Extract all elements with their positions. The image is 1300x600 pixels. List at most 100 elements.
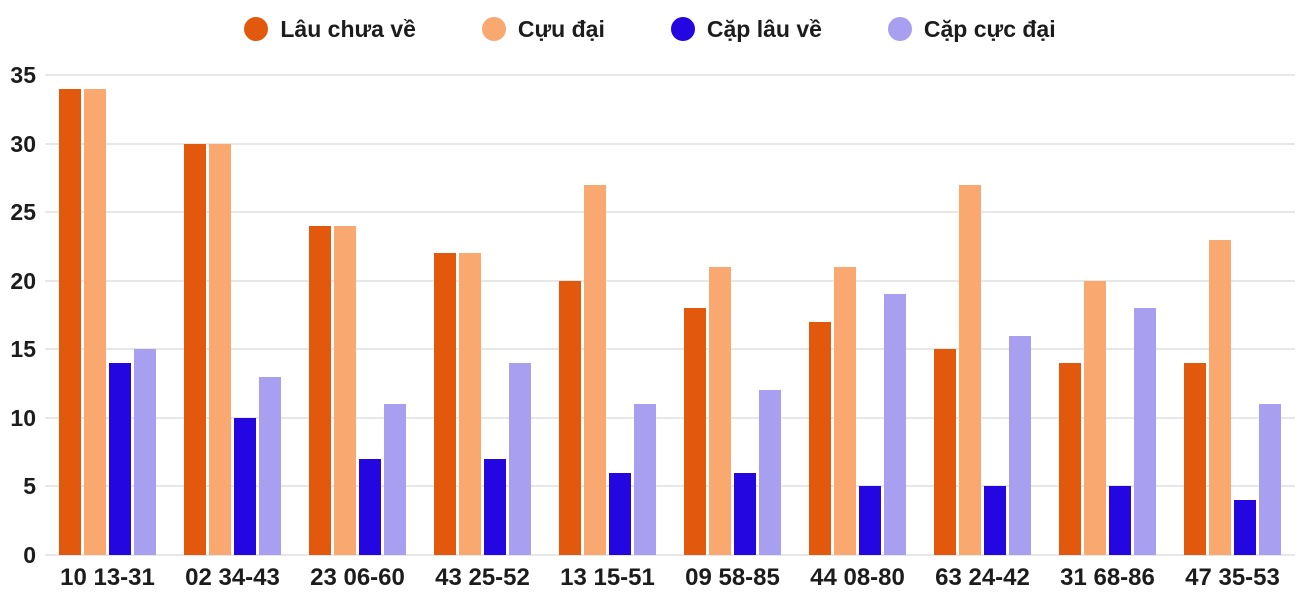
x-axis-label: 31 68-86 [1060, 563, 1155, 591]
bar [984, 486, 1006, 555]
legend-label: Cặp lâu về [706, 15, 822, 42]
bar [934, 349, 956, 555]
y-axis-label: 10 [10, 404, 36, 431]
y-axis-label: 15 [10, 336, 36, 363]
bar [634, 404, 656, 555]
bar [684, 308, 706, 555]
y-axis-label: 25 [10, 199, 36, 226]
bar [834, 267, 856, 555]
legend-item[interactable]: Cặp lâu về [670, 15, 822, 43]
gridline [45, 211, 1295, 214]
bar [1109, 486, 1131, 555]
grid-layer [45, 74, 1295, 556]
legend-label: Lâu chưa về [280, 15, 416, 42]
bar [609, 472, 631, 555]
bar [734, 472, 756, 555]
bar [809, 321, 831, 555]
x-axis-label: 44 08-80 [810, 563, 905, 591]
bar [309, 225, 331, 555]
gridline [45, 348, 1295, 351]
bar-group: 09 58-85 [684, 75, 781, 600]
legend-label: Cựu đại [517, 15, 605, 42]
bar [1259, 404, 1281, 555]
bar-group: 31 68-86 [1059, 75, 1156, 600]
gridline [45, 554, 1295, 556]
bars-row [184, 75, 281, 555]
bar [259, 376, 281, 555]
gridline [45, 416, 1295, 419]
bars-row [309, 75, 406, 555]
bar [559, 280, 581, 555]
bar [484, 459, 506, 555]
bar-group: 47 35-53 [1184, 75, 1281, 600]
x-axis-label: 02 34-43 [185, 563, 280, 591]
bar [334, 225, 356, 555]
bar [1234, 500, 1256, 555]
legend-label: Cặp cực đại [923, 15, 1056, 42]
bar-groups: 10 13-31 02 34-43 23 06-60 43 25-52 13 15-51… [45, 75, 1295, 600]
y-axis-label: 30 [10, 130, 36, 157]
legend-swatch-icon [670, 17, 695, 41]
gridline [45, 279, 1295, 282]
bar [359, 459, 381, 555]
bar [384, 404, 406, 555]
gridline [45, 485, 1295, 488]
legend-swatch-icon [887, 17, 912, 41]
bar [709, 267, 731, 555]
y-axis-label: 5 [23, 473, 36, 500]
bar [1009, 335, 1031, 555]
bar-group: 44 08-80 [809, 75, 906, 600]
bar-group: 43 25-52 [434, 75, 531, 600]
legend-swatch-icon [244, 17, 269, 41]
bars-row [59, 75, 156, 555]
bar [859, 486, 881, 555]
bar-group: 02 34-43 [184, 75, 281, 600]
legend: Lâu chưa về Cựu đại Cặp lâu về Cặp cực đại [0, 8, 1300, 50]
legend-swatch-icon [481, 17, 506, 41]
bar [434, 253, 456, 555]
bar [1134, 308, 1156, 555]
bar [184, 143, 206, 555]
gridline [45, 74, 1295, 76]
bars-row [684, 75, 781, 555]
legend-item[interactable]: Lâu chưa về [244, 16, 416, 43]
bar [134, 349, 156, 555]
x-axis-label: 09 58-85 [685, 563, 780, 591]
bar [209, 143, 231, 555]
bars-row [1059, 75, 1156, 555]
bars-row [1184, 75, 1281, 555]
bar [959, 184, 981, 555]
bar [759, 390, 781, 555]
legend-item[interactable]: Cặp cực đại [887, 15, 1056, 43]
bar [234, 417, 256, 555]
x-axis-label: 47 35-53 [1185, 563, 1280, 591]
bar [1184, 363, 1206, 555]
bar [109, 363, 131, 555]
bars-row [434, 75, 531, 555]
x-axis-label: 13 15-51 [560, 563, 655, 591]
bar-group: 23 06-60 [309, 75, 406, 600]
bar-group: 13 15-51 [559, 75, 656, 600]
gridline [45, 142, 1295, 145]
x-axis-label: 10 13-31 [60, 563, 155, 591]
bar [1059, 363, 1081, 555]
bar [1209, 239, 1231, 555]
y-axis-label: 35 [10, 62, 36, 88]
bars-row [559, 75, 656, 555]
bars-row [809, 75, 906, 555]
bar [84, 88, 106, 555]
bar [1084, 280, 1106, 555]
bar [509, 363, 531, 555]
bar [459, 253, 481, 555]
y-axis-label: 20 [10, 267, 36, 294]
legend-item[interactable]: Cựu đại [481, 15, 605, 43]
x-axis-label: 63 24-42 [935, 563, 1030, 591]
bar-group: 63 24-42 [934, 75, 1031, 600]
bar [59, 88, 81, 555]
bar [584, 184, 606, 555]
y-axis: 0 5 10 15 20 25 30 35 [0, 62, 36, 568]
x-axis-label: 43 25-52 [435, 563, 530, 591]
bars-row [934, 75, 1031, 555]
y-axis-label: 0 [23, 542, 36, 568]
